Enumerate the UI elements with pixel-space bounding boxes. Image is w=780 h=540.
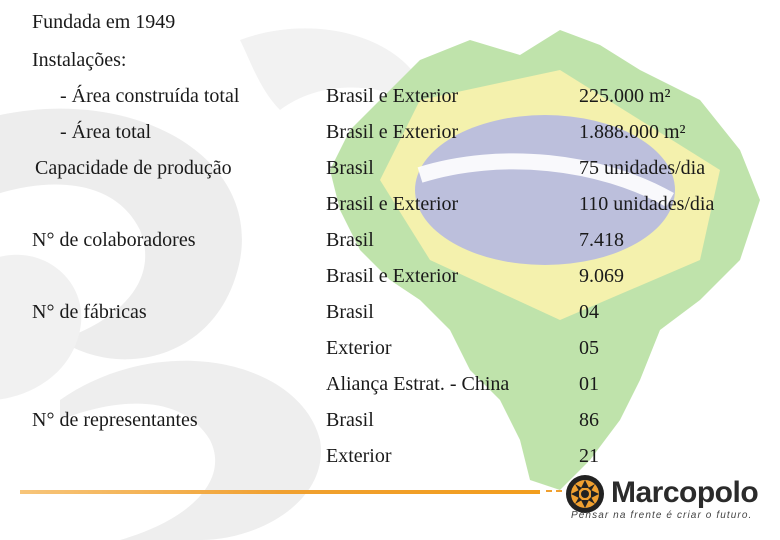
founded-text: Fundada em 1949 bbox=[32, 11, 176, 33]
row-scope: Brasil bbox=[326, 157, 374, 179]
row-value: 21 bbox=[579, 445, 599, 467]
row-label: - Área construída total bbox=[60, 85, 240, 107]
row-value: 86 bbox=[579, 409, 599, 431]
row-scope: Exterior bbox=[326, 445, 392, 467]
row-label: N° de fábricas bbox=[32, 301, 147, 323]
row-scope: Brasil bbox=[326, 229, 374, 251]
row-scope: Brasil bbox=[326, 301, 374, 323]
row-value: 225.000 m² bbox=[579, 85, 671, 107]
row-label: N° de representantes bbox=[32, 409, 198, 431]
row-value: 01 bbox=[579, 373, 599, 395]
accent-dash bbox=[546, 490, 552, 492]
row-label: N° de colaboradores bbox=[32, 229, 196, 251]
row-value: 75 unidades/dia bbox=[579, 157, 706, 179]
row-value: 05 bbox=[579, 337, 599, 359]
row-label: - Área total bbox=[60, 121, 152, 143]
row-value: 1.888.000 m² bbox=[579, 121, 686, 143]
row-value: 7.418 bbox=[579, 229, 624, 251]
facilities-heading: Instalações: bbox=[32, 49, 127, 71]
logo-slogan: Pensar na frente é criar o futuro. bbox=[571, 510, 753, 521]
row-value: 110 unidades/dia bbox=[579, 193, 715, 215]
marcopolo-logo: Marcopolo Pensar na frente é criar o fut… bbox=[565, 470, 770, 530]
row-scope: Brasil e Exterior bbox=[326, 85, 459, 107]
row-scope: Brasil bbox=[326, 409, 374, 431]
logo-name: Marcopolo bbox=[611, 476, 759, 509]
row-scope: Brasil e Exterior bbox=[326, 193, 459, 215]
row-scope: Brasil e Exterior bbox=[326, 121, 459, 143]
marcopolo-emblem-icon bbox=[566, 475, 604, 513]
row-label: Capacidade de produção bbox=[35, 157, 232, 179]
row-scope: Exterior bbox=[326, 337, 392, 359]
row-scope: Brasil e Exterior bbox=[326, 265, 459, 287]
row-scope: Aliança Estrat. - China bbox=[326, 373, 510, 395]
row-value: 9.069 bbox=[579, 265, 624, 287]
accent-underline bbox=[20, 490, 540, 494]
accent-dash bbox=[556, 490, 562, 492]
row-value: 04 bbox=[579, 301, 599, 323]
